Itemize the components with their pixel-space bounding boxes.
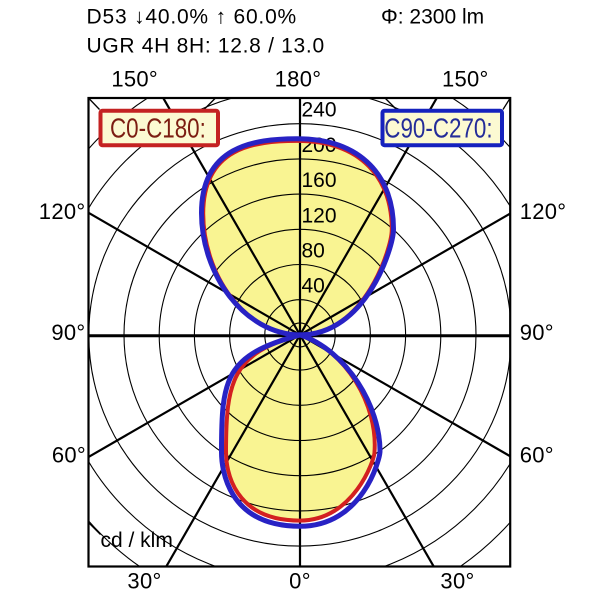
svg-text:80: 80: [302, 240, 325, 263]
svg-text:120°: 120°: [39, 199, 86, 224]
svg-text:30°: 30°: [127, 569, 161, 594]
svg-text:160: 160: [302, 169, 337, 192]
svg-text:120: 120: [302, 204, 337, 227]
svg-text:cd / klm: cd / klm: [101, 529, 173, 552]
svg-text:30°: 30°: [440, 569, 474, 594]
svg-text:150°: 150°: [111, 67, 158, 92]
svg-text:240: 240: [302, 99, 337, 122]
svg-text:60°: 60°: [52, 443, 86, 468]
svg-text:C0-C180:: C0-C180:: [110, 113, 206, 144]
svg-text:C90-C270:: C90-C270:: [384, 113, 492, 144]
svg-text:120°: 120°: [520, 199, 567, 224]
svg-text:0°: 0°: [289, 569, 311, 594]
svg-text:150°: 150°: [442, 67, 489, 92]
svg-text:UGR 4H 8H: 12.8 / 13.0: UGR 4H 8H: 12.8 / 13.0: [87, 34, 325, 57]
svg-text:90°: 90°: [51, 320, 85, 345]
svg-text:40: 40: [302, 275, 325, 298]
svg-text:90°: 90°: [520, 320, 554, 345]
svg-text:180°: 180°: [275, 67, 322, 92]
svg-text:60°: 60°: [520, 443, 554, 468]
svg-text:D53 ↓40.0% ↑ 60.0%: D53 ↓40.0% ↑ 60.0%: [87, 6, 298, 29]
svg-text:Φ: 2300 lm: Φ: 2300 lm: [381, 6, 484, 29]
